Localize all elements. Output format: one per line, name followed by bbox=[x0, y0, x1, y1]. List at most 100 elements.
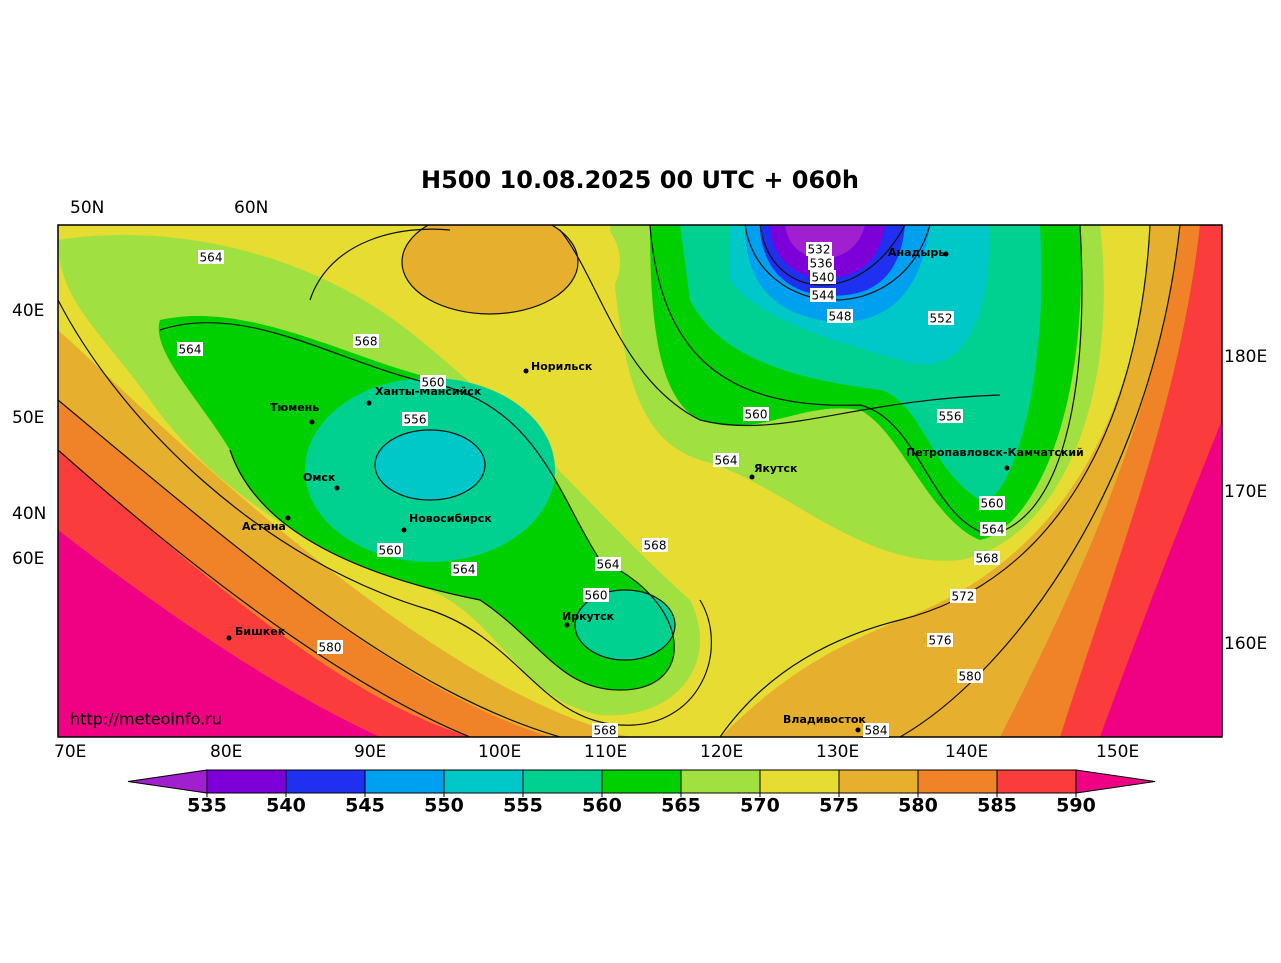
colorbar-segment bbox=[206, 769, 287, 794]
contour-label: 540 bbox=[812, 271, 835, 285]
coordinate-label: 80E bbox=[210, 742, 242, 762]
coordinate-label: 70E bbox=[54, 742, 86, 762]
contour-label-box bbox=[974, 551, 1000, 565]
contour-label: 564 bbox=[453, 563, 476, 577]
contour-label: 568 bbox=[976, 552, 999, 566]
coordinate-label: 60N bbox=[234, 198, 268, 218]
contour-label: 564 bbox=[179, 343, 202, 357]
colorbar-extension bbox=[1075, 769, 1156, 794]
contour-label: 556 bbox=[404, 413, 427, 427]
contour-label: 564 bbox=[715, 454, 738, 468]
coordinate-label: 160E bbox=[1224, 634, 1267, 654]
city-dot bbox=[1004, 465, 1010, 471]
contour-label-box bbox=[743, 407, 769, 421]
contour-label: 572 bbox=[952, 590, 975, 604]
contour-label-box bbox=[827, 309, 853, 323]
map-field bbox=[58, 225, 1222, 737]
contour-label-box bbox=[806, 242, 832, 256]
city-dot bbox=[401, 527, 407, 533]
contour-label: 580 bbox=[959, 670, 982, 684]
contour-label: 580 bbox=[319, 641, 342, 655]
contour-label-box bbox=[595, 557, 621, 571]
colorbar-tick-label: 575 bbox=[819, 795, 859, 817]
contour-label-box bbox=[451, 562, 477, 576]
city-name: Астана bbox=[242, 520, 286, 533]
city-dot bbox=[334, 485, 340, 491]
contour-label: 564 bbox=[200, 251, 223, 265]
city-name: Омск bbox=[303, 471, 336, 484]
contour-label: 576 bbox=[929, 634, 952, 648]
contour-label-box bbox=[713, 453, 739, 467]
city-dot bbox=[523, 368, 529, 374]
city-name: Иркутск bbox=[562, 610, 615, 623]
colorbar-segment bbox=[759, 769, 840, 794]
colorbar-tick-label: 545 bbox=[345, 795, 385, 817]
city-name: Петропавловск-Камчатский bbox=[906, 446, 1084, 459]
contour-label: 560 bbox=[585, 589, 608, 603]
coordinate-label: 50E bbox=[12, 408, 44, 428]
coordinate-label: 150E bbox=[1096, 742, 1139, 762]
city-name: Якутск bbox=[754, 462, 798, 475]
contour-label-box bbox=[377, 543, 403, 557]
colorbar-tick-label: 590 bbox=[1056, 795, 1096, 817]
contour-label: 564 bbox=[597, 558, 620, 572]
colorbar-segment bbox=[285, 769, 366, 794]
contour-label: 568 bbox=[644, 539, 667, 553]
contour-label-box bbox=[957, 669, 983, 683]
contour-label-box bbox=[927, 633, 953, 647]
contour-label: 568 bbox=[355, 335, 378, 349]
city-dot bbox=[749, 474, 755, 480]
colorbar-segment bbox=[838, 769, 919, 794]
coordinate-label: 110E bbox=[584, 742, 627, 762]
colorbar-tick-label: 555 bbox=[503, 795, 543, 817]
contour-label: 536 bbox=[810, 257, 833, 271]
colorbar-segment bbox=[443, 769, 524, 794]
contour-label-box bbox=[402, 412, 428, 426]
colorbar-segment bbox=[917, 769, 998, 794]
coordinate-label: 60E bbox=[12, 549, 44, 569]
contour-label-box bbox=[592, 723, 618, 737]
contour-label-box bbox=[810, 288, 836, 302]
contour-label-box bbox=[353, 334, 379, 348]
source-url: http://meteoinfo.ru bbox=[70, 710, 222, 729]
coordinate-label: 40N bbox=[12, 504, 46, 524]
contour-label-box bbox=[642, 538, 668, 552]
city-dot bbox=[366, 400, 372, 406]
colorbar-segment bbox=[996, 769, 1077, 794]
coordinate-label: 40E bbox=[12, 301, 44, 321]
city-dot bbox=[226, 635, 232, 641]
contour-label: 532 bbox=[808, 243, 831, 257]
city-dot bbox=[309, 419, 315, 425]
colorbar-segment bbox=[601, 769, 682, 794]
coordinate-label: 50N bbox=[70, 198, 104, 218]
colorbar-tick-label: 565 bbox=[661, 795, 701, 817]
colorbar-tick-label: 580 bbox=[898, 795, 938, 817]
colorbar-tick-label: 570 bbox=[740, 795, 780, 817]
contour-label: 584 bbox=[865, 724, 888, 738]
contour-label-box bbox=[937, 409, 963, 423]
contour-label: 552 bbox=[930, 312, 953, 326]
city-name: Новосибирск bbox=[409, 512, 492, 525]
contour-label: 568 bbox=[594, 724, 617, 738]
contour-label-box bbox=[979, 496, 1005, 510]
coordinate-label: 170E bbox=[1224, 482, 1267, 502]
city-name: Владивосток bbox=[783, 713, 866, 726]
contour-label: 560 bbox=[379, 544, 402, 558]
contour-label-box bbox=[583, 588, 609, 602]
title: H500 10.08.2025 00 UTC + 060h bbox=[421, 166, 859, 194]
contour-label: 560 bbox=[745, 408, 768, 422]
contour-label-box bbox=[808, 256, 834, 270]
coordinate-label: 180E bbox=[1224, 347, 1267, 367]
city-name: Норильск bbox=[531, 360, 593, 373]
city-name: Тюмень bbox=[270, 401, 319, 414]
contour-label-box bbox=[980, 522, 1006, 536]
coordinate-label: 90E bbox=[354, 742, 386, 762]
city-dot bbox=[285, 515, 291, 521]
contour-label: 560 bbox=[981, 497, 1004, 511]
contour-label-box bbox=[198, 250, 224, 264]
contour-label: 556 bbox=[939, 410, 962, 424]
contour-label: 548 bbox=[829, 310, 852, 324]
contour-label-box bbox=[420, 375, 446, 389]
colorbar-segment bbox=[680, 769, 761, 794]
